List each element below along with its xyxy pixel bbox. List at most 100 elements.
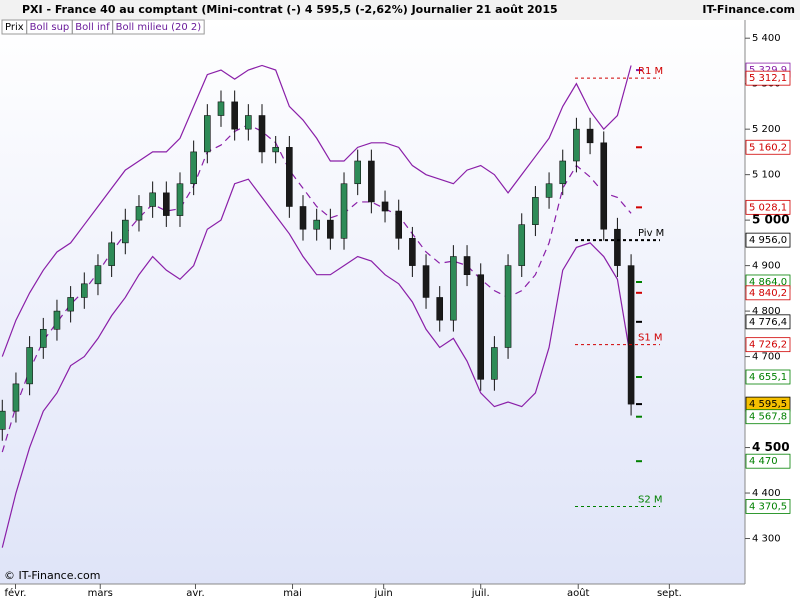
candle-body — [258, 115, 266, 153]
candle-body — [108, 242, 115, 266]
legend: Prix Boll sup Boll inf Boll milieu (20 2) — [1, 19, 205, 35]
y-tick-label: 4 800 — [752, 306, 781, 317]
price-box-label: 5 312,1 — [749, 73, 787, 84]
price-box-label: 5 028,1 — [749, 202, 787, 213]
y-tick-label: 4 700 — [752, 352, 781, 363]
candle-body — [135, 206, 143, 221]
candle-body — [518, 224, 526, 266]
price-box-label: 4 864,0 — [749, 277, 787, 288]
site: IT-Finance.com — [702, 3, 795, 16]
price-box — [745, 70, 791, 86]
candle-body — [463, 256, 471, 276]
candle-body — [368, 160, 375, 203]
price-box — [745, 409, 791, 425]
candle-body — [286, 147, 293, 207]
candle-body — [26, 347, 33, 385]
pivot-label: Piv M — [638, 228, 664, 239]
candle-body — [190, 151, 197, 185]
x-tick-label: juil. — [471, 588, 490, 599]
candle-body — [627, 265, 635, 405]
price-box-label: 4 370,5 — [749, 501, 787, 512]
price-box — [745, 314, 791, 330]
price-box — [745, 453, 791, 469]
footer: © IT-Finance.com — [4, 569, 101, 582]
price-box-label: 4 595,5 — [749, 399, 787, 410]
candle-body — [600, 142, 608, 230]
price-box — [745, 499, 791, 514]
candle-body — [80, 283, 88, 298]
candle-body — [272, 147, 279, 153]
price-box-label: 4 776,4 — [749, 317, 787, 328]
candle-body — [436, 297, 444, 321]
legend-button[interactable]: Prix — [5, 22, 24, 33]
candle-body — [450, 256, 457, 321]
candle-body — [381, 201, 389, 212]
y-tick-label: 5 100 — [752, 170, 781, 181]
candle-body — [491, 347, 498, 380]
candle-body — [409, 238, 416, 266]
y-tick-label: 4 400 — [752, 488, 781, 499]
candle-body — [67, 297, 74, 312]
candle-body — [12, 383, 20, 412]
candle-body — [504, 265, 512, 348]
price-box — [745, 285, 791, 301]
price-box-label: 4 655,1 — [749, 372, 787, 383]
price-box-label: 4 956,0 — [749, 235, 787, 246]
legend-button[interactable]: Boll inf — [75, 22, 110, 33]
pivot-label: S1 M — [638, 333, 663, 344]
candle-body — [354, 160, 361, 185]
price-box — [745, 337, 791, 353]
header-bar — [0, 0, 800, 20]
price-box-label: 5 329,9 — [749, 65, 787, 76]
candle-body — [0, 410, 6, 430]
legend-button[interactable]: Boll sup — [30, 22, 70, 33]
candle-body — [94, 265, 102, 285]
bollinger-line — [1, 178, 632, 548]
price-box-label: 4 567,8 — [749, 412, 787, 423]
candle-body — [545, 183, 553, 198]
price-box-label: 4 840,2 — [749, 288, 787, 299]
x-tick-label: mai — [283, 588, 302, 599]
candle-body — [422, 265, 430, 298]
price-box-label: 4 470 — [749, 456, 778, 467]
candle-body — [327, 219, 334, 239]
title: PXI - France 40 au comptant (Mini-contra… — [22, 3, 558, 16]
candle-body — [477, 274, 485, 380]
y-tick-label: 5 200 — [752, 124, 781, 135]
candle-body — [176, 183, 184, 216]
legend-frame[interactable] — [112, 19, 205, 35]
candle-body — [340, 183, 348, 239]
price-box — [745, 232, 791, 248]
candle-body — [149, 192, 156, 207]
y-tick-label: 4 900 — [752, 261, 781, 272]
price-box — [745, 369, 791, 385]
candle-body — [53, 310, 61, 330]
x-tick-label: juin — [374, 588, 393, 599]
candle-body — [614, 228, 621, 266]
x-tick-label: sept. — [657, 588, 682, 599]
candle-body — [217, 101, 225, 116]
candle-body — [559, 160, 567, 185]
candle-body — [122, 219, 129, 244]
y-tick-label: 4 300 — [752, 534, 781, 545]
candle-body — [313, 219, 320, 230]
price-box — [745, 199, 791, 215]
price-box — [745, 139, 791, 155]
candle-body — [231, 101, 238, 130]
x-tick-label: mars — [88, 588, 113, 599]
bollinger-line — [1, 64, 632, 357]
y-tick-label: 5 400 — [752, 33, 781, 44]
candle-body — [586, 128, 594, 144]
legend-button[interactable]: Boll milieu (20 2) — [116, 22, 202, 33]
candle-body — [39, 328, 47, 348]
y-tick-label: 4 500 — [752, 440, 790, 454]
pivot-label: S2 M — [638, 494, 663, 505]
x-tick-label: avr. — [186, 588, 204, 599]
candle-body — [573, 128, 580, 162]
candle-body — [245, 115, 252, 130]
candle-body — [299, 206, 307, 230]
price-box-label: 5 160,2 — [749, 142, 787, 153]
y-tick-label: 5 000 — [752, 213, 790, 227]
